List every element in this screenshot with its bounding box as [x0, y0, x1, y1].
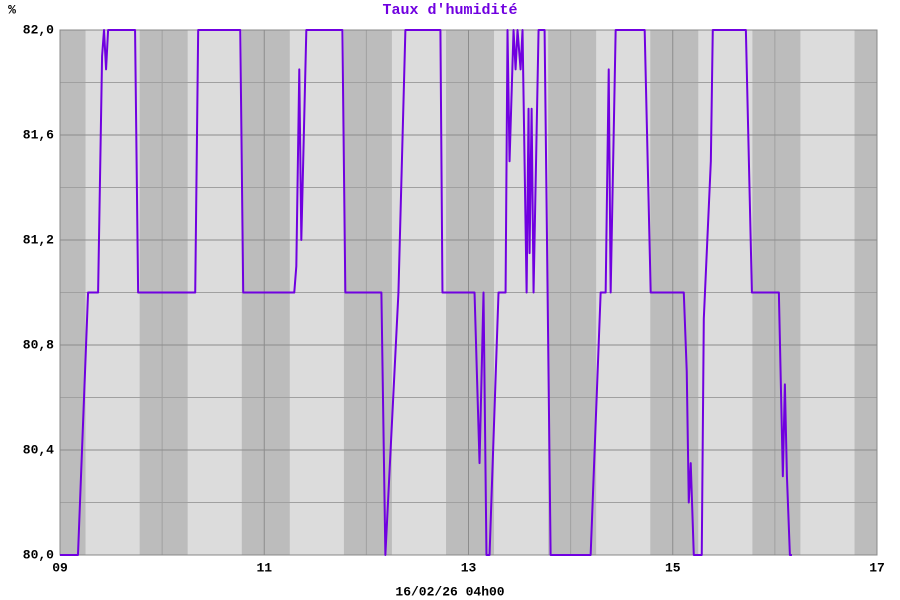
x-axis-label: 16/02/26 04h00 [395, 584, 504, 599]
plot-frame [59, 29, 878, 556]
y-tick-label: 81,6 [23, 127, 54, 142]
x-tick-label: 15 [665, 560, 681, 575]
data-line [60, 29, 792, 556]
x-tick-label: 13 [461, 560, 477, 575]
x-tick-label: 17 [869, 560, 885, 575]
y-tick-label: 80,0 [23, 547, 54, 562]
y-tick-label: 82,0 [23, 22, 54, 37]
x-tick-label: 09 [52, 560, 68, 575]
y-tick-label: 80,8 [23, 337, 54, 352]
y-tick-label: 80,4 [23, 442, 54, 457]
y-axis-label: % [8, 2, 16, 17]
x-tick-label: 11 [256, 560, 272, 575]
y-tick-label: 81,2 [23, 232, 54, 247]
chart-title: Taux d'humidité [382, 2, 517, 19]
